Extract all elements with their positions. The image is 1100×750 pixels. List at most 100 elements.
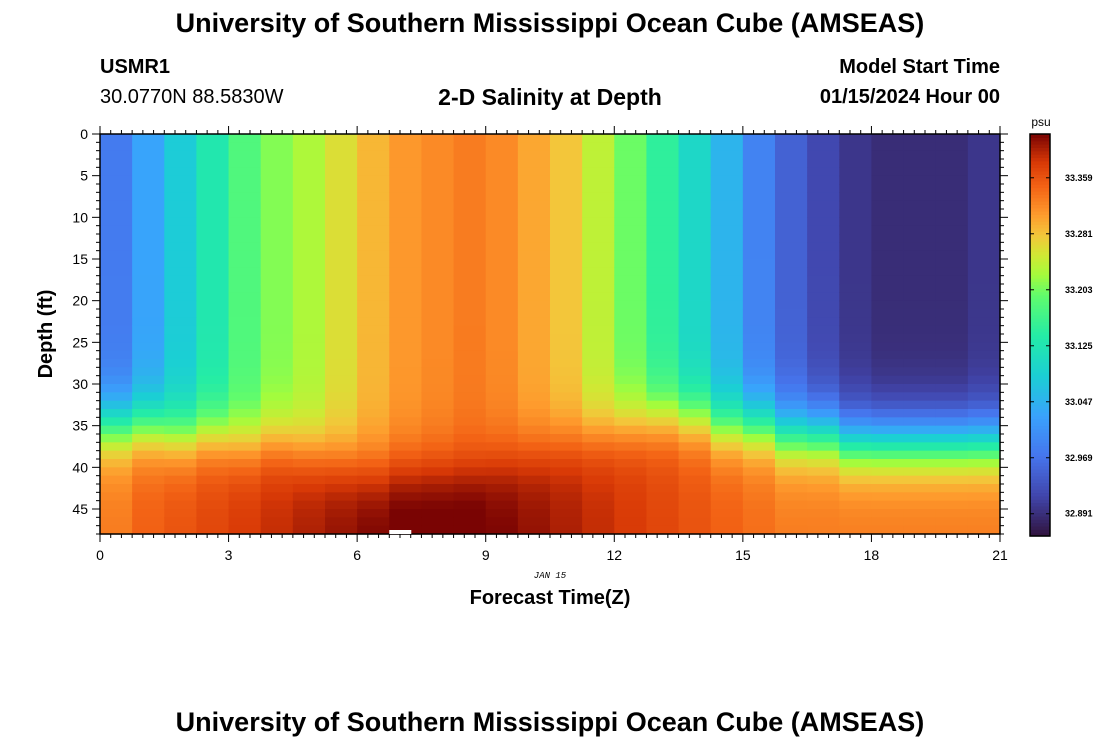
heatmap-cell — [357, 309, 390, 318]
colorbar-segment — [1030, 475, 1050, 480]
heatmap-cell — [132, 425, 165, 435]
colorbar-segment — [1030, 234, 1050, 239]
heatmap-cell — [935, 450, 969, 460]
heatmap-cell — [967, 467, 1001, 477]
heatmap-cell — [228, 425, 262, 435]
model-start-label: Model Start Time — [839, 56, 1000, 78]
heatmap-cell — [775, 475, 808, 485]
heatmap-cell — [614, 309, 648, 318]
heatmap-cell — [582, 417, 615, 427]
heatmap-cell — [935, 317, 969, 327]
heatmap-cell — [325, 417, 358, 427]
heatmap-cell — [292, 350, 326, 360]
heatmap-cell — [582, 167, 615, 177]
heatmap-cell — [100, 509, 133, 518]
page-title: University of Southern Mississippi Ocean… — [175, 8, 925, 38]
heatmap-cell — [614, 384, 648, 393]
colorbar-segment — [1030, 311, 1050, 316]
heatmap-cell — [807, 450, 840, 460]
heatmap-cell — [421, 342, 455, 352]
heatmap-cell — [967, 475, 1001, 485]
heatmap-cell — [228, 309, 262, 318]
heatmap-cell — [164, 384, 198, 393]
heatmap-cell — [967, 459, 1001, 468]
heatmap-cell — [485, 442, 519, 452]
heatmap-cell — [582, 359, 615, 368]
heatmap-cell — [614, 134, 648, 143]
heatmap-cell — [517, 225, 551, 235]
heatmap-cell — [967, 425, 1001, 435]
heatmap-cell — [132, 167, 165, 177]
heatmap-cell — [228, 267, 262, 277]
heatmap-cell — [517, 184, 551, 193]
heatmap-cell — [582, 484, 615, 493]
heatmap-cell — [196, 384, 230, 393]
heatmap-cell — [325, 309, 358, 318]
heatmap-cell — [839, 225, 873, 235]
heatmap-cell — [325, 400, 358, 410]
colorbar-segment — [1030, 485, 1050, 490]
heatmap-cell — [646, 192, 680, 202]
heatmap-cell — [100, 475, 133, 485]
heatmap-cell — [775, 417, 808, 427]
heatmap-cell — [325, 134, 358, 143]
heatmap-cell — [903, 384, 937, 393]
heatmap-cell — [935, 284, 969, 293]
heatmap-cell — [196, 500, 230, 510]
heatmap-cell — [871, 384, 905, 393]
colorbar-segment — [1030, 522, 1050, 527]
heatmap-cell — [582, 384, 615, 393]
heatmap-cell — [935, 342, 969, 352]
colorbar-segment — [1030, 278, 1050, 282]
heatmap-cell — [164, 442, 198, 452]
heatmap-cell — [646, 250, 680, 260]
heatmap-cell — [871, 375, 905, 385]
heatmap-cell — [325, 300, 358, 310]
heatmap-cell — [228, 225, 262, 235]
colorbar-segment — [1030, 402, 1050, 406]
heatmap-cell — [614, 250, 648, 260]
heatmap-cell — [389, 325, 423, 335]
heatmap-cell — [517, 234, 551, 243]
colorbar-segment — [1030, 408, 1050, 413]
heatmap-cell — [935, 234, 969, 243]
heatmap-cell — [100, 467, 133, 477]
heatmap-cell — [807, 484, 840, 493]
colorbar-segment — [1030, 301, 1050, 306]
heatmap-cell — [614, 267, 648, 277]
y-tick-label: 40 — [72, 459, 88, 475]
heatmap-cell — [807, 392, 840, 402]
colorbar-segment — [1030, 257, 1050, 262]
heatmap-cell — [132, 284, 165, 293]
heatmap-cell — [132, 467, 165, 477]
heatmap-cell — [967, 250, 1001, 260]
heatmap-cell — [196, 167, 230, 177]
heatmap-cell — [903, 309, 937, 318]
heatmap-cell — [260, 400, 294, 410]
heatmap-cell — [485, 509, 519, 518]
heatmap-cell — [614, 359, 648, 368]
heatmap-cell — [871, 192, 905, 202]
heatmap-cell — [421, 209, 455, 218]
heatmap-cell — [292, 159, 326, 168]
heatmap-cell — [196, 242, 230, 252]
heatmap-cell — [646, 384, 680, 393]
heatmap-cell — [132, 184, 165, 193]
heatmap-cell — [517, 442, 551, 452]
heatmap-cell — [260, 375, 294, 385]
heatmap-cell — [967, 242, 1001, 252]
heatmap-cell — [807, 367, 840, 377]
heatmap-cell — [357, 367, 390, 377]
heatmap-cell — [710, 400, 744, 410]
heatmap-cell — [775, 492, 808, 502]
heatmap-cell — [196, 142, 230, 152]
heatmap-cell — [228, 317, 262, 327]
heatmap-cell — [839, 325, 873, 335]
heatmap-cell — [710, 517, 744, 527]
heatmap-cell — [582, 259, 615, 268]
heatmap-cell — [132, 375, 165, 385]
heatmap-cell — [164, 284, 198, 293]
heatmap-cell — [935, 200, 969, 210]
heatmap-cell — [710, 142, 744, 152]
colorbar-segment — [1030, 432, 1050, 437]
